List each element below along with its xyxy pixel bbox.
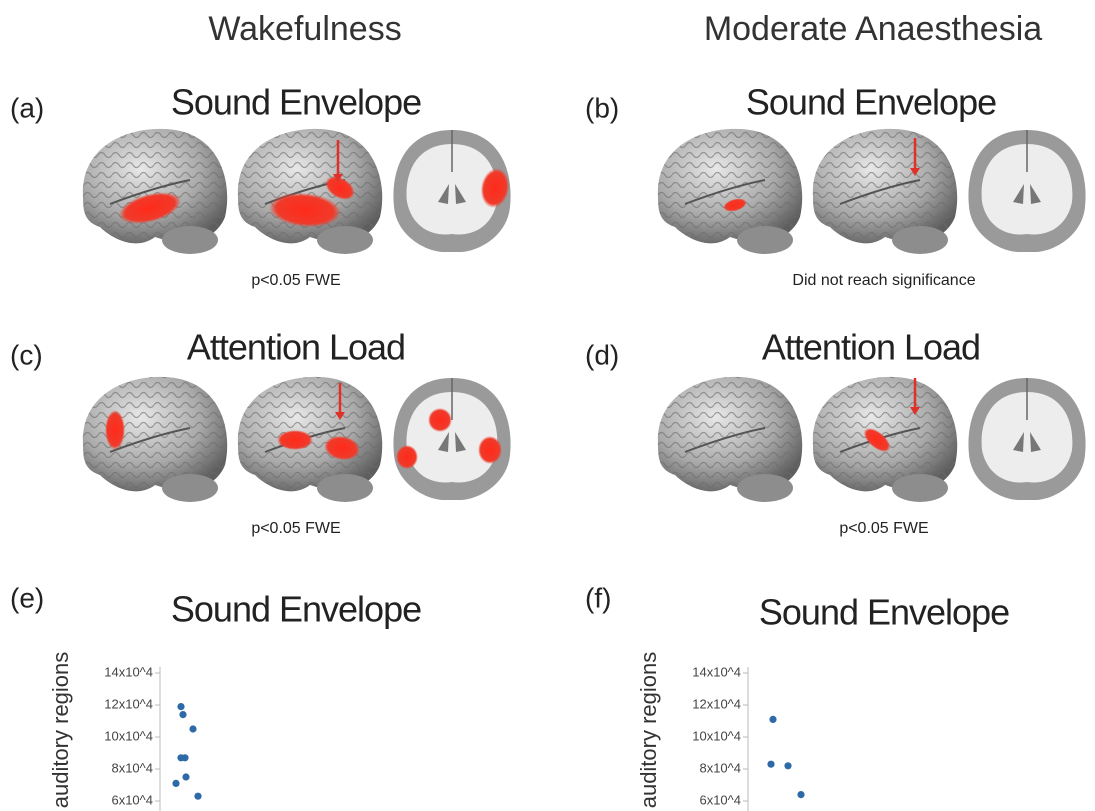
chart-title: Sound Envelope [171,589,421,630]
y-tick-label: 10x10^4 [692,728,741,743]
y-axis-label: auditory regions [636,652,661,809]
brain-texture [813,129,957,243]
activation [478,436,502,464]
y-tick-label: 12x10^4 [692,696,741,711]
cerebellum [317,474,373,502]
data-point [784,762,791,769]
data-point [769,716,776,723]
panel-label: (d) [585,339,619,370]
column-title: Moderate Anaesthesia [704,10,1042,48]
caption: p<0.05 FWE [839,520,928,537]
page: { "columns": ["Wakefulness", "Moderate A… [0,0,1095,811]
y-tick-label: 12x10^4 [104,696,153,711]
y-tick-label: 8x10^4 [111,760,153,775]
cerebellum [162,226,218,254]
data-point [179,711,186,718]
y-tick-label: 6x10^4 [699,792,741,807]
panel-title: Sound Envelope [171,82,421,123]
data-point [797,791,804,798]
cerebellum [892,474,948,502]
panel-title: Sound Envelope [746,82,996,123]
caption: p<0.05 FWE [251,520,340,537]
data-point [177,703,184,710]
data-point [767,761,774,768]
figure: Wakefulness Moderate Anaesthesia (a) Soun… [0,0,1095,811]
y-axis-label: auditory regions [48,652,73,809]
data-point [181,754,188,761]
y-tick-label: 8x10^4 [699,760,741,775]
cerebellum [317,226,373,254]
brain-texture [83,129,227,243]
panel-label: (c) [10,339,43,370]
brain-lateral [238,129,382,254]
y-tick-label: 10x10^4 [104,728,153,743]
brain-texture [83,377,227,491]
brain-texture [238,377,382,491]
column-title: Wakefulness [208,10,401,48]
cerebellum [162,474,218,502]
activation [396,445,418,469]
data-point [172,780,179,787]
brain-texture [658,377,802,491]
data-point [182,773,189,780]
data-point [189,725,196,732]
brain-texture [658,129,802,243]
panel-label: (a) [10,92,44,123]
brain-coronal [968,378,1085,500]
panel-title: Attention Load [762,327,980,368]
cerebellum [737,474,793,502]
activation [277,430,313,450]
activation [105,410,125,450]
activation [428,408,452,432]
cerebellum [737,226,793,254]
brain-texture [813,377,957,491]
caption: Did not reach significance [792,272,975,289]
y-tick-label: 14x10^4 [692,664,741,679]
brain-lateral [83,129,227,254]
y-tick-label: 14x10^4 [104,664,153,679]
brain-lateral [658,129,802,254]
cerebellum [892,226,948,254]
data-point [194,793,201,800]
brain-lateral [83,377,227,502]
y-tick-label: 6x10^4 [111,792,153,807]
panel-label: (e) [10,582,44,613]
brain-coronal [968,130,1085,252]
panel-label: (b) [585,92,619,123]
panel-label: (f) [585,582,611,613]
brain-lateral [658,377,802,502]
brain-lateral [813,129,957,254]
caption: p<0.05 FWE [251,272,340,289]
panel-title: Attention Load [187,327,405,368]
chart-title: Sound Envelope [759,592,1009,633]
